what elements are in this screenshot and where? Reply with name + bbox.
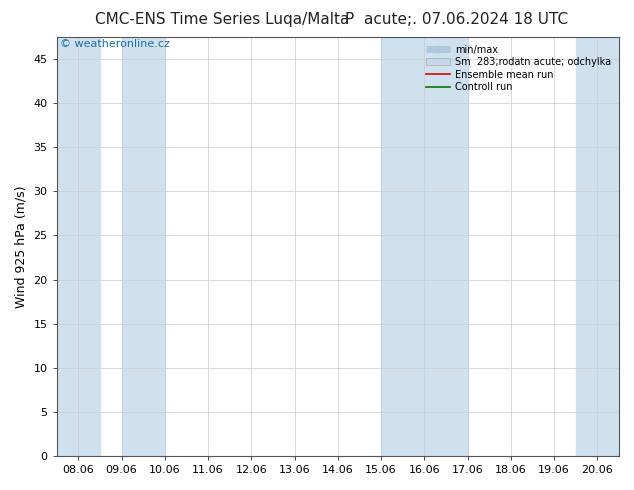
Bar [56,37,100,456]
Bar [576,37,619,456]
Text: P  acute;. 07.06.2024 18 UTC: P acute;. 07.06.2024 18 UTC [345,12,568,27]
Legend: min/max, Sm  283;rodatn acute; odchylka, Ensemble mean run, Controll run: min/max, Sm 283;rodatn acute; odchylka, … [423,42,614,95]
Bar [381,37,468,456]
Text: CMC-ENS Time Series Luqa/Malta: CMC-ENS Time Series Luqa/Malta [94,12,349,27]
Bar [122,37,165,456]
Y-axis label: Wind 925 hPa (m/s): Wind 925 hPa (m/s) [15,185,28,308]
Text: © weatheronline.cz: © weatheronline.cz [60,39,169,49]
